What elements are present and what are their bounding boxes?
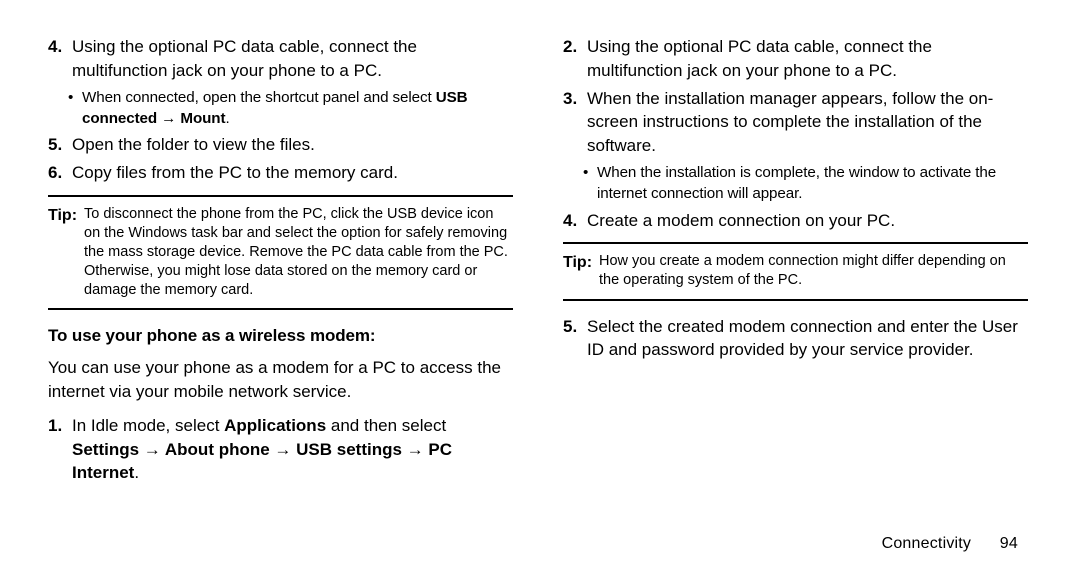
section-heading: To use your phone as a wireless modem: [48, 324, 513, 348]
right-column: 2 Using the optional PC data cable, conn… [538, 35, 1028, 550]
step-text: Copy files from the PC to the memory car… [68, 161, 398, 185]
step-number: 5 [563, 315, 583, 363]
footer-section: Connectivity [882, 535, 972, 552]
step-4: 4 Create a modem connection on your PC. [563, 209, 1028, 233]
step-text: Open the folder to view the files. [68, 133, 315, 157]
bold-usb-settings: USB settings [296, 440, 402, 459]
footer-page-number: 94 [1000, 533, 1018, 555]
step-text: Using the optional PC data cable, connec… [68, 35, 513, 83]
section-paragraph: You can use your phone as a modem for a … [48, 356, 513, 404]
step-number: 4 [563, 209, 583, 233]
bold-settings: Settings [72, 440, 139, 459]
arrow-icon [402, 440, 428, 459]
bullet-text: When connected, open the shortcut panel … [82, 87, 513, 130]
step-text: Create a modem connection on your PC. [583, 209, 895, 233]
tip-row: Tip: To disconnect the phone from the PC… [48, 205, 513, 301]
step-text: In Idle mode, select Applications and th… [68, 414, 513, 485]
step-number: 6 [48, 161, 68, 185]
step-4: 4 Using the optional PC data cable, conn… [48, 35, 513, 83]
bold-applications: Applications [224, 416, 326, 435]
step-number: 1 [48, 414, 68, 485]
arrow-icon [139, 440, 165, 459]
bullet-icon: • [583, 162, 597, 205]
bold-mount: Mount [180, 110, 225, 127]
modem-step-1: 1 In Idle mode, select Applications and … [48, 414, 513, 485]
step-number: 4 [48, 35, 68, 83]
step-number: 2 [563, 35, 583, 83]
bullet-prefix: When connected, open the shortcut panel … [82, 89, 436, 106]
tip-label: Tip: [563, 252, 599, 290]
tip-row: Tip: How you create a modem connection m… [563, 252, 1028, 290]
tip-text: To disconnect the phone from the PC, cli… [84, 205, 513, 301]
page-footer: Connectivity 94 [882, 533, 1018, 555]
step-text: Using the optional PC data cable, connec… [583, 35, 1028, 83]
sub-bullet: • When connected, open the shortcut pane… [68, 87, 513, 130]
tip-box: Tip: How you create a modem connection m… [563, 242, 1028, 300]
period: . [134, 463, 139, 482]
step-2: 2 Using the optional PC data cable, conn… [563, 35, 1028, 83]
step-text: When the installation manager appears, f… [583, 87, 1028, 158]
period: . [225, 110, 229, 127]
tip-box: Tip: To disconnect the phone from the PC… [48, 195, 513, 311]
bold-about-phone: About phone [165, 440, 270, 459]
step-5: 5 Open the folder to view the files. [48, 133, 513, 157]
step-5: 5 Select the created modem connection an… [563, 315, 1028, 363]
tip-label: Tip: [48, 205, 84, 301]
arrow-icon [270, 440, 296, 459]
step-text: Select the created modem connection and … [583, 315, 1028, 363]
text-mid: and then select [326, 416, 446, 435]
arrow-icon [157, 110, 180, 127]
step-6: 6 Copy files from the PC to the memory c… [48, 161, 513, 185]
left-column: 4 Using the optional PC data cable, conn… [48, 35, 538, 550]
tip-text: How you create a modem connection might … [599, 252, 1028, 290]
step-number: 3 [563, 87, 583, 158]
bullet-text: When the installation is complete, the w… [597, 162, 1028, 205]
sub-bullet: • When the installation is complete, the… [583, 162, 1028, 205]
bullet-icon: • [68, 87, 82, 130]
step-number: 5 [48, 133, 68, 157]
text-prefix: In Idle mode, select [72, 416, 224, 435]
step-3: 3 When the installation manager appears,… [563, 87, 1028, 158]
